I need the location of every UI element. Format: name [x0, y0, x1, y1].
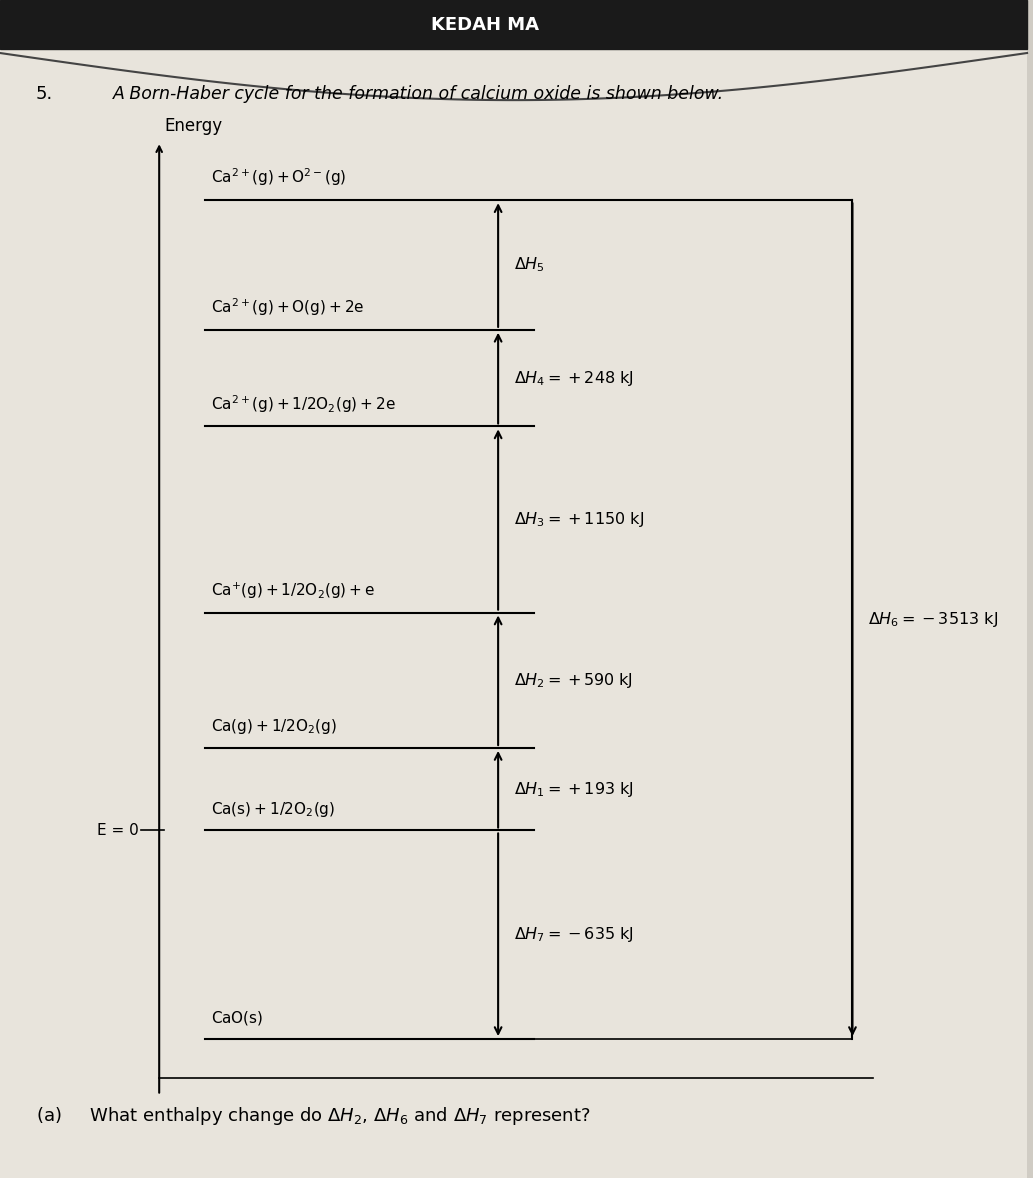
Text: A Born-Haber cycle for the formation of calcium oxide is shown below.: A Born-Haber cycle for the formation of … — [113, 85, 724, 104]
Text: $\mathrm{Ca(s) + 1/2O_2(g)}$: $\mathrm{Ca(s) + 1/2O_2(g)}$ — [211, 800, 335, 819]
Text: Energy: Energy — [164, 118, 222, 135]
Text: $\Delta H_6 = -3513\ \mathrm{kJ}$: $\Delta H_6 = -3513\ \mathrm{kJ}$ — [868, 610, 998, 629]
Text: $\Delta H_2 = +590\ \mathrm{kJ}$: $\Delta H_2 = +590\ \mathrm{kJ}$ — [513, 670, 632, 690]
Bar — [0, 0, 1027, 49]
Text: $\mathrm{Ca^{+}(g) + 1/2O_2(g) + e}$: $\mathrm{Ca^{+}(g) + 1/2O_2(g) + e}$ — [211, 581, 375, 601]
Text: $\Delta H_7 = -635\ \mathrm{kJ}$: $\Delta H_7 = -635\ \mathrm{kJ}$ — [513, 925, 633, 945]
Text: $\Delta H_1 = +193\ \mathrm{kJ}$: $\Delta H_1 = +193\ \mathrm{kJ}$ — [513, 780, 633, 799]
Text: $\mathrm{CaO(s)}$: $\mathrm{CaO(s)}$ — [211, 1010, 263, 1027]
Text: $\mathrm{Ca^{2+}(g) + 1/2O_2(g) + 2e}$: $\mathrm{Ca^{2+}(g) + 1/2O_2(g) + 2e}$ — [211, 393, 396, 415]
Text: 5.: 5. — [36, 85, 53, 104]
Text: $\Delta H_4 = +248\ \mathrm{kJ}$: $\Delta H_4 = +248\ \mathrm{kJ}$ — [513, 369, 633, 388]
Text: $\mathrm{Ca^{2+}(g) + O^{2-}(g)}$: $\mathrm{Ca^{2+}(g) + O^{2-}(g)}$ — [211, 167, 346, 188]
Text: $\Delta H_3 = +1150\ \mathrm{kJ}$: $\Delta H_3 = +1150\ \mathrm{kJ}$ — [513, 510, 644, 529]
Text: (a)     What enthalpy change do $\Delta H_2$, $\Delta H_6$ and $\Delta H_7$ repr: (a) What enthalpy change do $\Delta H_2$… — [36, 1105, 591, 1126]
Text: $\mathrm{Ca^{2+}(g) + O(g) + 2e}$: $\mathrm{Ca^{2+}(g) + O(g) + 2e}$ — [211, 297, 364, 318]
Text: KEDAH MA: KEDAH MA — [432, 15, 539, 34]
Text: $\Delta H_5$: $\Delta H_5$ — [513, 256, 544, 274]
Text: E = 0: E = 0 — [97, 823, 138, 838]
Text: $\mathrm{Ca(g) + 1/2O_2(g)}$: $\mathrm{Ca(g) + 1/2O_2(g)}$ — [211, 717, 337, 736]
